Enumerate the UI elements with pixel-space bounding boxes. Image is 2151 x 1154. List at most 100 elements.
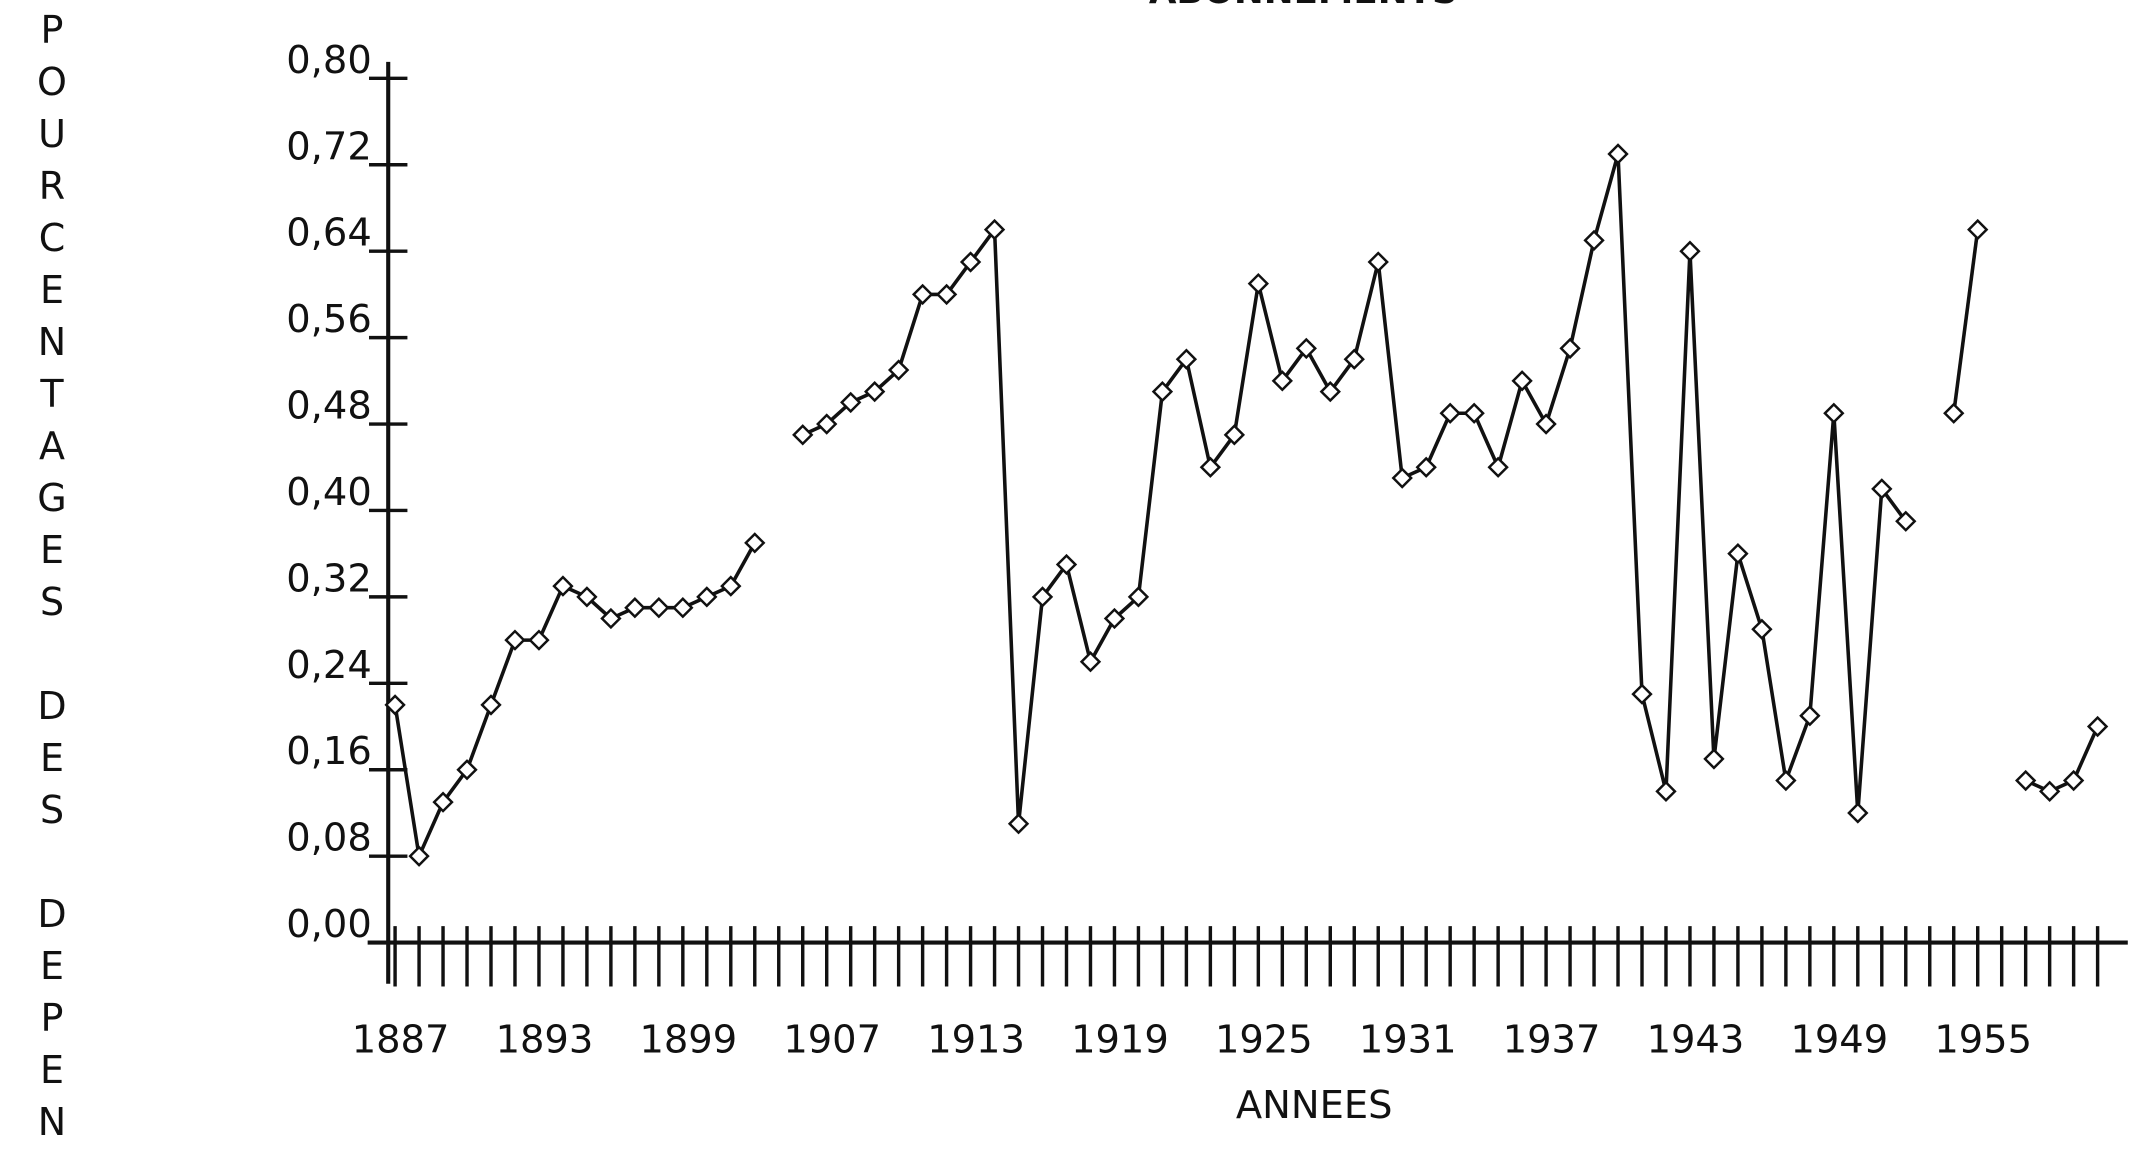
marker (1703, 748, 1725, 770)
marker (1727, 543, 1749, 565)
chart-title: ABONNEMENTS (1149, 0, 1458, 12)
marker (1007, 813, 1030, 835)
marker (600, 607, 622, 630)
marker (384, 694, 406, 716)
y-tick-label: 0,40 (286, 470, 372, 515)
x-tick-label: 1919 (1071, 1017, 1169, 1062)
marker (1535, 413, 1557, 435)
marker (1127, 586, 1150, 608)
marker (1391, 467, 1413, 489)
x-tick-label: 1949 (1790, 1017, 1888, 1062)
x-tick-label: 1899 (639, 1017, 737, 1062)
marker (432, 791, 454, 813)
y-tick-label: 0,24 (286, 643, 372, 688)
y-tick-label: 0,56 (286, 297, 372, 342)
marker (1559, 337, 1581, 360)
marker (1895, 510, 1917, 532)
marker (1415, 456, 1437, 478)
marker (1607, 143, 1629, 165)
marker (1967, 218, 1989, 241)
marker (983, 218, 1006, 241)
marker (456, 759, 478, 781)
y-tick-label: 0,32 (286, 556, 372, 601)
marker (1103, 607, 1126, 630)
marker (1271, 370, 1293, 392)
y-tick-label: 0,72 (286, 124, 372, 169)
y-tick-label: 0,08 (286, 816, 372, 861)
y-tick-label: 0,80 (286, 38, 372, 83)
marker (1511, 370, 1533, 392)
marker (1031, 586, 1054, 608)
marker (648, 597, 670, 619)
marker (911, 283, 934, 306)
y-tick-label: 0,00 (286, 902, 372, 947)
x-tick-label: 1887 (352, 1017, 450, 1062)
marker (1799, 705, 1821, 727)
marker (1367, 251, 1389, 273)
marker (1487, 456, 1509, 478)
marker (672, 597, 694, 619)
marker (408, 845, 430, 867)
x-tick-label: 1925 (1215, 1017, 1313, 1062)
marker (504, 629, 526, 651)
marker (935, 283, 958, 306)
marker (1079, 651, 1102, 673)
marker (1583, 229, 1605, 252)
marker (1055, 553, 1078, 576)
marker (816, 413, 838, 435)
data-line (1951, 229, 1980, 414)
x-tick-label: 1913 (927, 1017, 1025, 1062)
marker (1655, 780, 1677, 803)
marker (1151, 380, 1174, 403)
data-line (2024, 725, 2100, 794)
marker (1343, 348, 1365, 370)
marker (1823, 402, 1845, 424)
y-tick-label: 0,64 (286, 211, 372, 256)
marker (744, 532, 766, 554)
marker (1199, 456, 1222, 478)
marker (1775, 769, 1797, 792)
marker (696, 586, 718, 608)
x-tick-label: 1955 (1934, 1017, 2032, 1062)
marker (1175, 348, 1198, 370)
marker (1247, 272, 1269, 295)
marker (1751, 618, 1773, 640)
marker (840, 391, 862, 414)
marker (864, 380, 886, 403)
x-tick-label: 1943 (1647, 1017, 1745, 1062)
marker (792, 424, 814, 446)
x-tick-label: 1931 (1359, 1017, 1457, 1062)
marker (480, 694, 502, 716)
x-tick-label: 1937 (1503, 1017, 1601, 1062)
marker (1439, 402, 1461, 424)
x-axis-label: ANNEES (1236, 1083, 1393, 1128)
x-tick-label: 1907 (783, 1017, 881, 1062)
marker (1295, 337, 1317, 360)
marker (1463, 402, 1485, 424)
marker (720, 575, 742, 597)
y-tick-label: 0,48 (286, 384, 372, 429)
x-tick-label: 1893 (496, 1017, 594, 1062)
marker (1223, 424, 1246, 446)
marker (887, 359, 910, 381)
marker (624, 597, 646, 619)
data-line (393, 542, 757, 858)
marker (1871, 478, 1893, 500)
marker (1943, 402, 1965, 424)
marker (1631, 683, 1653, 705)
marker (528, 629, 550, 651)
marker (1319, 380, 1341, 403)
marker (2062, 769, 2085, 792)
marker (552, 575, 574, 597)
marker (576, 586, 598, 608)
marker (2086, 715, 2109, 738)
marker (1679, 240, 1701, 262)
marker (959, 251, 982, 273)
marker (2038, 780, 2061, 803)
y-axis-label: POURCENTAGES DES DEPEN (30, 8, 74, 1152)
y-tick-label: 0,16 (286, 729, 372, 774)
marker (1847, 802, 1869, 824)
marker (2015, 769, 2037, 792)
